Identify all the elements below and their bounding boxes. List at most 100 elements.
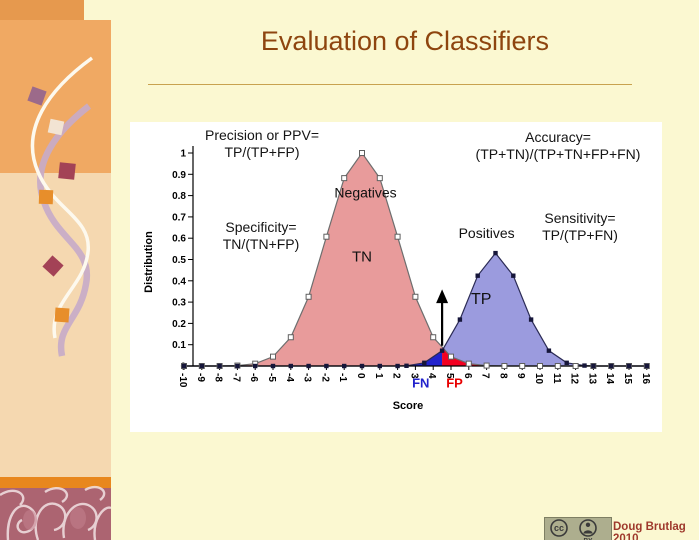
data-point-marker-negatives <box>572 363 579 369</box>
attribution-person-icon <box>579 519 597 537</box>
formula-precision-line2: TP/(TP+FP) <box>224 143 300 160</box>
title-divider <box>148 84 632 85</box>
formula-sensitivity-line1: Sensitivity= <box>544 210 616 226</box>
data-point-marker-negatives <box>519 363 526 369</box>
x-tick-label: -2 <box>319 373 330 382</box>
x-tick-label: -8 <box>213 373 224 382</box>
data-point-marker-positives <box>546 348 552 353</box>
y-tick-label: 0.4 <box>172 276 186 287</box>
label-tp: TP <box>471 291 491 308</box>
series-area-negatives <box>184 153 647 366</box>
x-tick-label: 14 <box>604 373 615 385</box>
label-fp: FP <box>446 375 463 390</box>
sidebar-orange-block <box>0 20 111 173</box>
x-tick-label: 0 <box>355 373 366 379</box>
cc-by-text: BY <box>583 538 593 540</box>
y-tick-label: 0.2 <box>172 319 186 330</box>
x-tick-label: 8 <box>497 373 508 379</box>
helix-square-cream <box>47 118 65 136</box>
formula-precision: Precision or PPV= TP/(TP+FP) <box>162 127 362 160</box>
damask-blob <box>70 507 86 529</box>
y-tick-label: 1 <box>180 149 186 160</box>
cc-by-icon: cc BY <box>544 517 612 540</box>
label-tn: TN <box>352 249 372 266</box>
data-point-marker-negatives <box>270 353 276 360</box>
cc-circle-icon <box>550 519 568 537</box>
y-tick-label: 0.6 <box>172 234 186 245</box>
data-point-marker-negatives <box>537 363 543 369</box>
data-point-marker-positives <box>377 363 382 369</box>
data-point-marker-negatives <box>305 293 312 300</box>
helix-square-orange <box>38 189 54 205</box>
x-tick-label: -1 <box>337 373 348 382</box>
data-point-marker-positives <box>217 363 222 369</box>
label-positives: Positives <box>459 225 515 241</box>
helix-strand-white <box>30 56 94 339</box>
helix-strand-purple <box>37 103 91 357</box>
x-tick-label: 9 <box>515 373 526 379</box>
y-tick-label: 0.3 <box>172 298 186 309</box>
x-tick-label: -6 <box>248 373 259 382</box>
helix-square-orange2 <box>54 307 70 323</box>
data-point-marker-positives <box>395 363 400 369</box>
data-point-marker-positives <box>511 273 516 278</box>
data-point-marker-positives <box>626 363 632 369</box>
region-fn <box>379 350 443 366</box>
data-point-marker-negatives <box>465 360 472 367</box>
x-tick-label: -10 <box>177 373 188 388</box>
x-tick-label: -7 <box>230 373 241 382</box>
formula-accuracy-line2: (TP+TN)/(TP+TN+FP+FN) <box>475 145 641 162</box>
data-point-marker-positives <box>475 273 480 278</box>
formula-specificity-line1: Specificity= <box>225 219 297 235</box>
data-point-marker-positives <box>439 348 445 353</box>
data-point-marker-positives <box>591 363 596 369</box>
formula-accuracy-line1: Accuracy= <box>525 129 591 145</box>
helix-square-darkred <box>58 162 76 180</box>
formula-specificity: Specificity= TN/(TN+FP) <box>171 219 351 252</box>
data-point-marker-negatives <box>554 363 561 369</box>
sidebar-art <box>0 0 112 540</box>
data-point-marker-positives <box>528 317 534 322</box>
damask-blob <box>23 510 37 530</box>
x-tick-label: 12 <box>569 373 580 385</box>
sidebar-notch <box>84 0 111 20</box>
data-point-marker-positives <box>422 360 427 366</box>
data-point-marker-negatives <box>394 233 401 240</box>
x-tick-label: -9 <box>195 373 206 382</box>
data-point-marker-positives <box>582 363 587 368</box>
y-tick-label: 0.1 <box>172 340 186 351</box>
data-point-marker-negatives <box>376 175 383 182</box>
data-point-marker-negatives <box>430 334 437 341</box>
data-point-marker-negatives <box>341 175 348 182</box>
data-point-marker-positives <box>404 363 409 368</box>
data-point-marker-negatives <box>448 353 454 360</box>
x-tick-label: 15 <box>622 373 633 385</box>
series-area-positives <box>184 253 647 366</box>
classifier-distributions-chart: 0 0.1 0.2 0.3 0.4 0.5 0.6 0.7 0.8 0.9 1 -10 -9 -8 -7 -6… <box>143 146 651 412</box>
sidebar-orange-bar <box>0 477 111 488</box>
cc-license-badge: cc BY <box>544 517 612 540</box>
x-tick-label: 16 <box>640 373 651 385</box>
y-tick-label: 0.8 <box>172 191 186 202</box>
helix-square-mauve <box>27 86 47 106</box>
data-point-marker-positives <box>288 363 293 369</box>
y-tick-label: 0.7 <box>172 212 186 223</box>
page-title: Evaluation of Classifiers <box>260 26 550 56</box>
data-point-marker-negatives <box>412 293 419 300</box>
data-point-marker-positives <box>199 363 204 369</box>
formula-precision-line1: Precision or PPV= <box>205 127 319 143</box>
data-point-marker-positives <box>609 363 614 369</box>
x-tick-label: -4 <box>284 373 295 382</box>
data-point-marker-negatives <box>287 334 294 341</box>
data-point-marker-positives <box>342 363 347 369</box>
data-point-marker-positives <box>270 363 276 369</box>
data-point-marker-negatives <box>483 362 490 369</box>
x-tick-label: 10 <box>533 373 544 385</box>
x-tick-label: 5 <box>444 373 455 379</box>
data-point-marker-positives <box>493 250 498 256</box>
x-tick-label: 2 <box>391 373 402 379</box>
data-point-marker-positives <box>359 363 365 369</box>
x-tick-label: -3 <box>302 373 313 382</box>
data-point-marker-positives <box>235 363 240 369</box>
data-point-marker-positives <box>253 363 258 369</box>
